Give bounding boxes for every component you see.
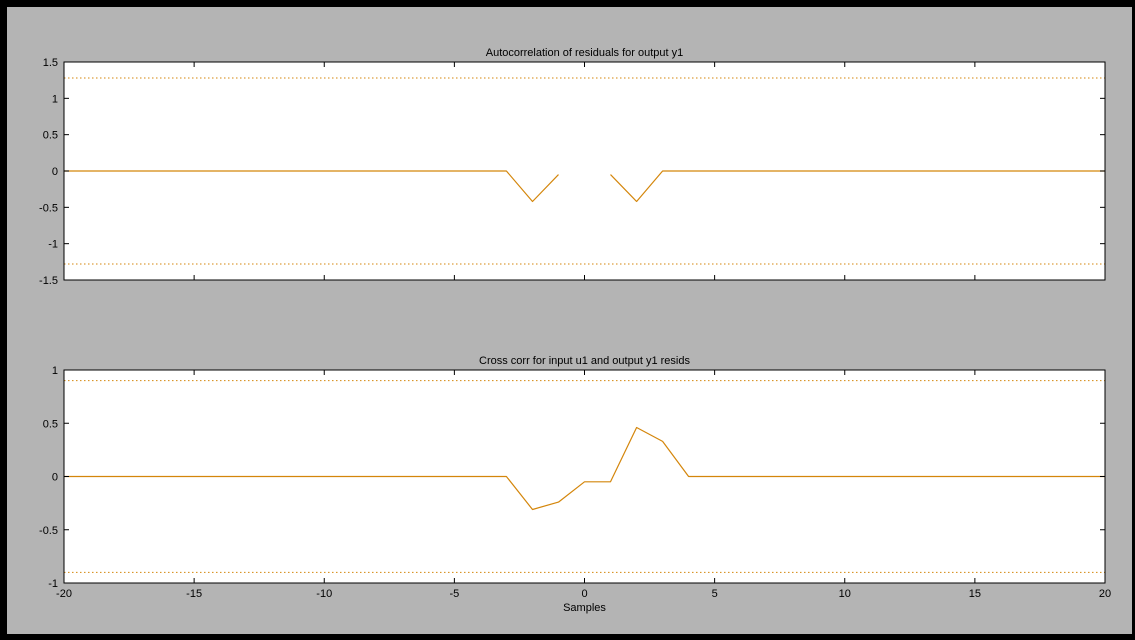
y-tick-label: -1: [48, 578, 58, 590]
y-tick-label: 1.5: [43, 57, 58, 69]
autocorrelation-axes[interactable]: -1.5 -1 -0.5 0 0.5 1 1.5 Autocorrelation of res…: [39, 47, 1106, 287]
x-tick-label: -10: [316, 588, 332, 600]
x-axis-label: Samples: [563, 602, 606, 614]
y-tick-label: -0.5: [39, 525, 58, 537]
y-tick-label: -1.5: [39, 275, 58, 287]
x-tick-label: 15: [969, 588, 981, 600]
x-tick-label: -20: [56, 588, 72, 600]
y-tick-label: 0: [52, 166, 58, 178]
axes-title: Autocorrelation of residuals for output …: [486, 47, 684, 59]
x-tick-label: 20: [1099, 588, 1111, 600]
axes-title: Cross corr for input u1 and output y1 re…: [479, 355, 690, 367]
y-tick-label: 0.5: [43, 130, 58, 142]
y-tick-label: 1: [52, 93, 58, 105]
y-tick-label: -1: [48, 239, 58, 251]
cross-correlation-axes[interactable]: -20 -15 -10 -5 0 5 10 15 20 -1 -0.5 0 0.5 1 Cross corr…: [39, 355, 1111, 614]
x-tick-label: 5: [712, 588, 718, 600]
x-tick-label: 0: [581, 588, 587, 600]
y-tick-label: -0.5: [39, 202, 58, 214]
x-tick-label: 10: [839, 588, 851, 600]
series-line-segment: [64, 170, 559, 203]
figure-canvas: -1.5 -1 -0.5 0 0.5 1 1.5 Autocorrelation of res…: [39, 47, 1111, 614]
y-tick-label: 1: [52, 365, 58, 377]
series-line-segment: [610, 170, 1105, 203]
series-line-segment: [64, 426, 1105, 511]
x-tick-label: -15: [186, 588, 202, 600]
y-tick-label: 0: [52, 472, 58, 484]
figure-window: -1.5 -1 -0.5 0 0.5 1 1.5 Autocorrelation of res…: [7, 7, 1132, 634]
x-tick-label: -5: [449, 588, 459, 600]
y-tick-label: 0.5: [43, 418, 58, 430]
